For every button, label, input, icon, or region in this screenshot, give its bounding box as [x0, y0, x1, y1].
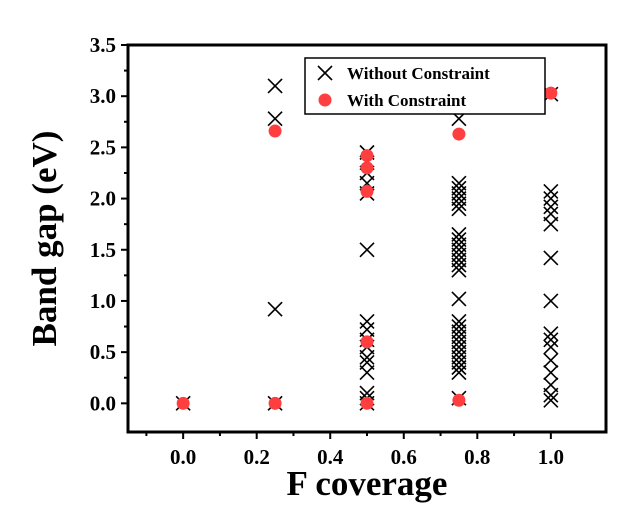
x-marker — [451, 291, 467, 307]
x-marker — [543, 392, 559, 408]
x-marker-stroke — [543, 392, 559, 408]
x-marker — [267, 111, 283, 127]
y-tick-label: 1.0 — [90, 289, 116, 313]
x-marker-stroke — [317, 65, 333, 81]
x-marker-stroke — [451, 313, 467, 329]
x-marker-stroke — [267, 111, 283, 127]
x-marker — [451, 180, 467, 196]
x-marker-stroke — [451, 231, 467, 248]
x-marker — [451, 313, 467, 329]
x-marker-stroke — [543, 199, 559, 215]
circle-marker — [176, 396, 190, 410]
x-tick-label: 0.8 — [464, 445, 490, 469]
x-marker — [543, 293, 559, 309]
x-tick-label: 0.4 — [317, 445, 344, 469]
x-marker-stroke — [543, 206, 559, 222]
y-tick-label: 2.0 — [90, 187, 116, 211]
x-marker — [451, 226, 467, 242]
x-marker-stroke — [451, 318, 467, 335]
x-marker-stroke — [543, 365, 559, 381]
y-tick-label: 0.5 — [90, 340, 116, 364]
circle-marker — [452, 393, 466, 407]
x-marker-stroke — [451, 175, 467, 191]
y-tick-label: 3.5 — [90, 33, 116, 57]
y-axis-title: Band gap (eV) — [25, 131, 64, 347]
legend: Without Constraint With Constraint — [304, 57, 546, 115]
x-marker-stroke — [543, 326, 559, 342]
y-tick-label: 2.5 — [90, 135, 116, 159]
x-marker-stroke — [359, 354, 375, 370]
x-axis-title: F coverage — [287, 464, 448, 503]
axis-ticks: 0.0 0.2 0.4 0.6 0.8 1.0 0.0 0.5 1.0 1.5 2.0 2.5 3.0 3… — [90, 33, 564, 469]
legend-label: With Constraint — [347, 91, 467, 110]
legend-box — [304, 57, 546, 115]
x-tick-label: 1.0 — [538, 445, 564, 469]
x-marker-stroke — [267, 301, 283, 317]
x-marker — [359, 354, 375, 370]
circle-marker — [268, 124, 282, 138]
x-marker-stroke — [359, 242, 375, 258]
x-tick-label: 0.6 — [391, 445, 417, 469]
y-tick-label: 3.0 — [90, 84, 116, 108]
x-marker — [543, 183, 559, 199]
x-marker-stroke — [543, 352, 559, 368]
x-marker-stroke — [543, 191, 559, 207]
x-marker — [317, 65, 333, 81]
circle-marker — [360, 396, 374, 410]
x-marker-stroke — [543, 250, 559, 266]
x-marker — [543, 365, 559, 381]
x-marker — [267, 78, 283, 94]
plot-marks — [175, 78, 559, 411]
circle-marker — [318, 93, 332, 107]
x-marker — [543, 332, 559, 348]
x-tick-label: 0.0 — [170, 445, 196, 469]
x-marker — [543, 250, 559, 266]
x-marker — [451, 318, 467, 335]
x-marker-stroke — [267, 78, 283, 94]
circle-marker — [360, 335, 374, 349]
circle-marker — [268, 396, 282, 410]
circle-marker — [452, 127, 466, 141]
series-without-constraint — [175, 78, 559, 411]
x-marker — [359, 313, 375, 329]
x-marker-stroke — [543, 332, 559, 348]
x-marker — [359, 385, 375, 401]
x-marker-stroke — [451, 180, 467, 196]
x-marker — [543, 191, 559, 207]
x-marker-stroke — [359, 322, 375, 338]
x-marker — [359, 322, 375, 338]
x-marker — [543, 206, 559, 222]
y-tick-label: 0.0 — [90, 391, 116, 415]
x-marker — [543, 377, 559, 393]
x-marker-stroke — [543, 293, 559, 309]
x-marker — [543, 326, 559, 342]
x-marker-stroke — [359, 385, 375, 401]
x-marker — [267, 301, 283, 317]
x-marker — [543, 352, 559, 368]
x-marker — [543, 199, 559, 215]
x-marker-stroke — [451, 226, 467, 242]
circle-marker — [360, 149, 374, 163]
circle-marker — [544, 86, 558, 100]
circle-marker — [360, 161, 374, 175]
x-marker-stroke — [543, 339, 559, 355]
circle-marker — [360, 184, 374, 198]
x-marker-stroke — [543, 183, 559, 199]
x-marker-stroke — [543, 377, 559, 393]
legend-label: Without Constraint — [347, 64, 490, 83]
x-marker-stroke — [451, 291, 467, 307]
series-with-constraint — [176, 86, 558, 410]
x-marker — [451, 175, 467, 191]
x-marker-stroke — [359, 313, 375, 329]
x-marker — [543, 339, 559, 355]
x-marker — [451, 231, 467, 248]
x-tick-label: 0.2 — [244, 445, 270, 469]
y-tick-label: 1.5 — [90, 238, 116, 262]
x-marker — [359, 242, 375, 258]
